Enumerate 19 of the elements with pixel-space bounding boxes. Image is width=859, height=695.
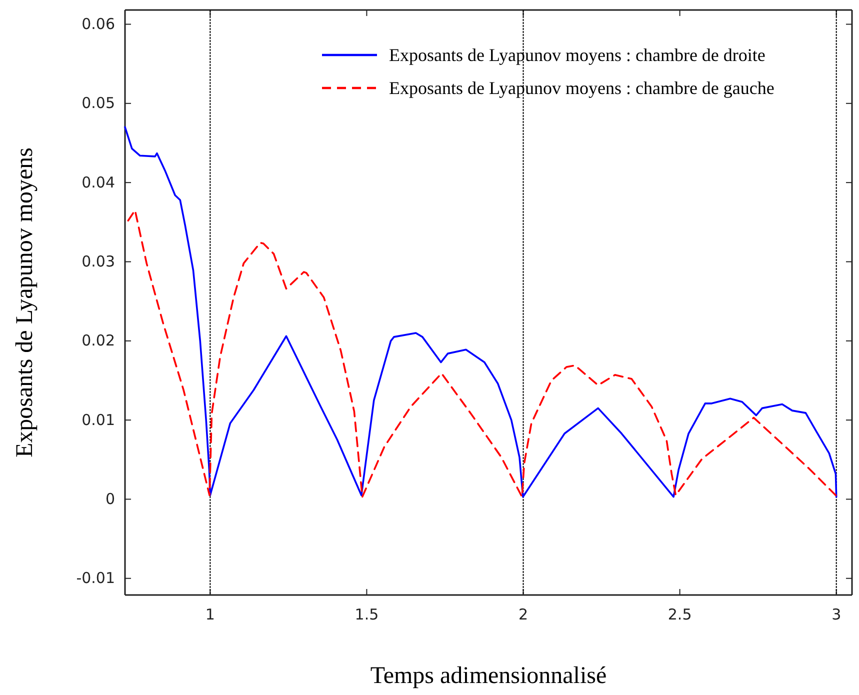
- y-axis-title: Exposants de Lyapunov moyens: [12, 148, 38, 458]
- x-axis-title: Temps adimensionnalisé: [370, 663, 607, 689]
- y-tick-label: 0.04: [82, 173, 115, 192]
- y-tick-label: 0.06: [82, 15, 115, 34]
- line-series: [127, 209, 837, 498]
- x-tick-label: 1.5: [354, 606, 379, 624]
- y-tick-label: 0.05: [82, 94, 115, 112]
- y-tick-label: 0.02: [82, 332, 115, 350]
- legend-label: Exposants de Lyapunov moyens : chambre de droite: [389, 45, 766, 65]
- legend-label: Exposants de Lyapunov moyens : chambre de gauche: [389, 78, 774, 98]
- x-tick-label: 2: [518, 606, 528, 624]
- y-tick-label: 0: [105, 490, 115, 508]
- y-tick-label: -0.01: [76, 569, 115, 588]
- x-tick-label: 3: [832, 606, 842, 624]
- x-tick-label: 2.5: [668, 606, 692, 624]
- y-tick-label: 0.01: [82, 410, 115, 429]
- x-tick-label: 1: [205, 606, 215, 624]
- y-tick-label: 0.03: [82, 252, 115, 271]
- line-series: [124, 126, 838, 498]
